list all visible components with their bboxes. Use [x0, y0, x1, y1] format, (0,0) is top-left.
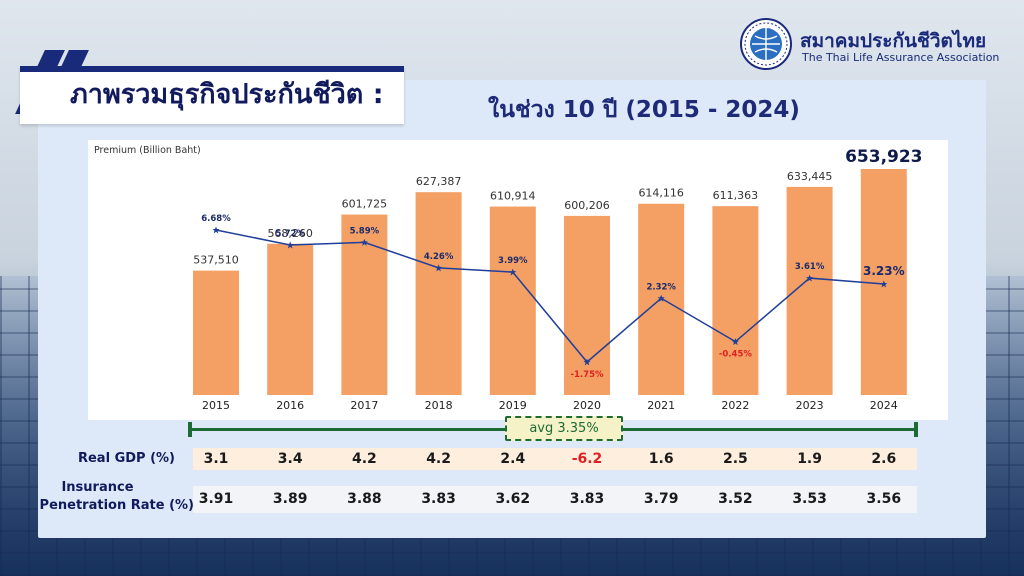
growth-point: [212, 226, 220, 234]
growth-label: 4.26%: [424, 252, 454, 262]
penetration-row-band: [193, 486, 917, 513]
gdp-value-cell: 2.6: [871, 451, 897, 467]
penetration-value-cell: 3.89: [272, 491, 308, 507]
x-tick-label: 2016: [276, 399, 304, 412]
gdp-value-cell: 1.9: [797, 451, 822, 467]
premium-bar: [564, 215, 610, 395]
growth-label: 3.99%: [498, 256, 528, 266]
growth-label: -1.75%: [570, 370, 603, 380]
org-name-english: The Thai Life Assurance Association: [802, 51, 1000, 64]
penetration-row-label-2: Penetration Rate (%): [39, 498, 194, 513]
gdp-value-cell: -6.2: [571, 451, 603, 467]
bar-value-label: 601,725: [342, 198, 388, 211]
bar-value-label: 611,363: [713, 189, 759, 202]
growth-point: [509, 268, 517, 276]
premium-bar: [415, 192, 462, 395]
growth-label: 6.68%: [201, 214, 231, 224]
average-label: avg 3.35%: [505, 416, 623, 441]
x-tick-label: 2019: [499, 399, 527, 412]
gdp-row-band: [193, 448, 917, 470]
bar-value-label: 568,260: [267, 227, 313, 240]
org-name-thai: สมาคมประกันชีวิตไทย: [800, 30, 987, 52]
penetration-value-cell: 3.53: [792, 491, 827, 507]
gdp-value-cell: 4.2: [426, 451, 451, 467]
growth-point: [806, 274, 814, 282]
bar-value-label: 614,116: [638, 187, 684, 200]
growth-point: [286, 241, 294, 249]
gdp-value-cell: 3.1: [203, 451, 229, 467]
penetration-value-cell: 3.83: [421, 491, 456, 507]
growth-point: [583, 358, 591, 366]
association-logo: [740, 18, 792, 70]
gdp-value-cell: 2.5: [722, 451, 748, 467]
bar-value-label: 627,387: [416, 175, 462, 188]
gdp-value-cell: 1.6: [648, 451, 674, 467]
x-tick-label: 2015: [202, 399, 230, 412]
bar-value-label: 653,923: [845, 147, 922, 167]
penetration-value-cell: 3.62: [495, 491, 531, 507]
penetration-value-cell: 3.83: [569, 491, 605, 507]
page-subtitle: ในช่วง 10 ปี (2015 - 2024): [488, 97, 800, 123]
x-tick-label: 2022: [721, 399, 749, 412]
bar-value-label: 600,206: [564, 199, 610, 212]
gdp-value-cell: 3.4: [277, 451, 303, 467]
x-tick-label: 2017: [350, 399, 378, 412]
average-line-cap-left: [188, 422, 192, 437]
x-tick-label: 2020: [573, 399, 601, 412]
premium-bar: [489, 206, 536, 395]
x-tick-label: 2023: [796, 399, 824, 412]
x-tick-label: 2021: [647, 399, 675, 412]
page-title: ภาพรวมธุรกิจประกันชีวิต :: [70, 79, 384, 110]
premium-bar: [193, 270, 239, 395]
growth-label: 5.72%: [275, 229, 305, 239]
title-bar: [20, 66, 404, 124]
growth-point: [657, 294, 665, 302]
penetration-value-cell: 3.52: [718, 491, 753, 507]
growth-point: [360, 238, 368, 246]
premium-bar: [712, 206, 759, 395]
growth-line: [215, 229, 884, 364]
gdp-value-cell: 4.2: [351, 451, 377, 467]
penetration-value-cell: 3.88: [347, 491, 382, 507]
premium-bar: [267, 243, 314, 395]
x-tick-label: 2024: [870, 399, 898, 412]
growth-label: 2.32%: [646, 282, 676, 292]
penetration-row-label-1: Insurance: [61, 480, 134, 495]
growth-label: 3.61%: [795, 262, 825, 272]
y-axis-label: Premium (Billion Baht): [94, 145, 201, 156]
growth-point: [435, 264, 443, 272]
growth-label: 5.89%: [350, 226, 380, 236]
growth-label: 3.23%: [863, 264, 905, 278]
x-tick-label: 2018: [425, 399, 453, 412]
growth-point: [731, 338, 739, 346]
growth-point: [880, 280, 888, 288]
growth-label: -0.45%: [719, 350, 752, 360]
penetration-value-cell: 3.56: [866, 491, 902, 507]
gdp-value-cell: 2.4: [500, 451, 526, 467]
bar-value-label: 633,445: [787, 170, 833, 183]
premium-bar: [341, 214, 388, 395]
gdp-row-label: Real GDP (%): [77, 451, 175, 466]
penetration-value-cell: 3.79: [643, 491, 679, 507]
bar-value-label: 610,914: [490, 190, 536, 203]
average-line-cap-right: [914, 422, 918, 437]
penetration-value-cell: 3.91: [198, 491, 234, 507]
bar-value-label: 537,510: [193, 254, 239, 267]
